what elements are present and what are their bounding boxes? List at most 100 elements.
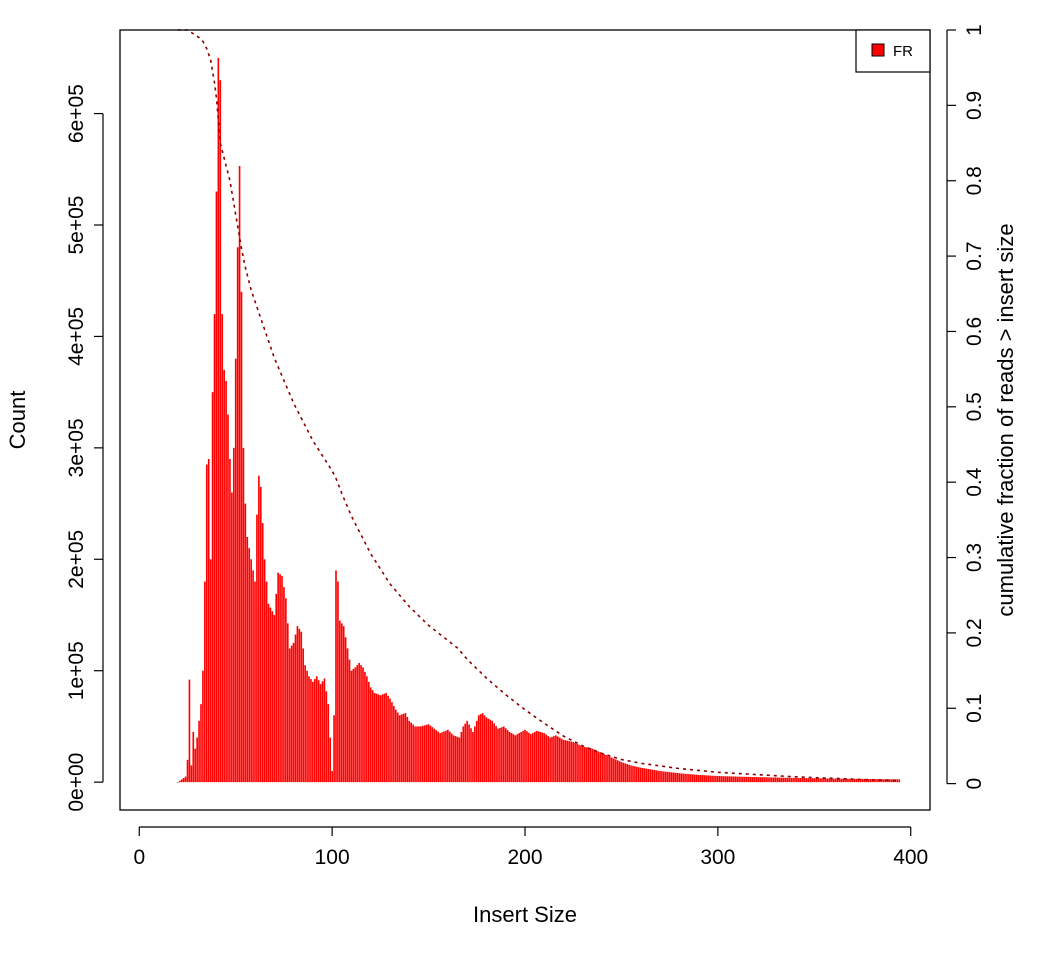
histogram-bar — [528, 732, 530, 783]
histogram-bar — [661, 771, 663, 783]
histogram-bar — [769, 777, 771, 783]
histogram-bar — [219, 80, 222, 783]
histogram-bar — [186, 759, 189, 783]
histogram-bar — [481, 713, 484, 783]
histogram-bar — [564, 740, 567, 783]
histogram-bar — [636, 766, 638, 783]
histogram-bar — [799, 778, 802, 783]
histogram-bar — [406, 716, 409, 783]
histogram-bar — [659, 771, 661, 783]
histogram-bar — [574, 742, 576, 783]
histogram-bar — [506, 730, 509, 783]
histogram-bar — [198, 720, 200, 783]
histogram-bar — [657, 770, 659, 783]
histogram-bar — [204, 581, 206, 783]
y-tick-label: 4e+05 — [65, 307, 88, 366]
histogram-bar — [298, 628, 301, 783]
histogram-bar — [508, 732, 511, 783]
histogram-bar — [265, 581, 268, 783]
histogram-bar — [637, 767, 640, 783]
histogram-bar — [433, 728, 436, 783]
histogram-bar — [740, 776, 742, 783]
histogram-bar — [811, 778, 814, 783]
histogram-bar — [231, 492, 233, 783]
histogram-bar — [693, 774, 696, 783]
histogram-bar — [755, 777, 758, 783]
histogram-bar — [211, 392, 214, 783]
histogram-bar — [688, 774, 690, 783]
histogram-bar — [832, 778, 835, 783]
histogram-bar — [578, 744, 580, 783]
histogram-bar — [229, 459, 231, 783]
histogram-bar — [867, 778, 870, 783]
histogram-bar — [258, 475, 260, 783]
histogram-bar — [404, 713, 407, 783]
x-tick-label: 400 — [893, 846, 928, 869]
histogram-bar — [801, 778, 804, 783]
histogram-bar — [821, 778, 823, 783]
histogram-bar — [221, 314, 224, 783]
histogram-bar — [200, 704, 202, 783]
histogram-bar — [354, 667, 357, 783]
histogram-bar — [429, 725, 432, 783]
histogram-bar — [682, 773, 684, 783]
histogram-bar — [304, 665, 306, 783]
histogram-bar — [612, 758, 615, 783]
histogram-bar — [369, 687, 372, 783]
histogram-bar — [709, 775, 711, 783]
histogram-bar — [188, 679, 191, 783]
histogram-bar — [290, 645, 293, 783]
histogram-bar — [713, 775, 715, 783]
histogram-bar — [310, 679, 312, 783]
legend-label-fr: FR — [893, 43, 913, 60]
histogram-bar — [234, 358, 237, 783]
histogram-bar — [761, 777, 764, 783]
histogram-bar — [572, 742, 575, 783]
histogram-bar — [445, 730, 447, 783]
histogram-bar — [410, 722, 413, 783]
histogram-bar — [601, 753, 603, 783]
histogram-bar — [792, 777, 794, 783]
histogram-bar — [236, 247, 239, 783]
histogram-bar — [259, 486, 262, 783]
histogram-bar — [699, 775, 702, 783]
histogram-bar — [558, 737, 561, 783]
histogram-bar — [535, 730, 538, 783]
histogram-bar — [348, 659, 351, 783]
histogram-bar — [489, 719, 492, 783]
histogram-bar — [653, 770, 656, 783]
cumulative-fraction-line — [177, 29, 900, 782]
histogram-bar — [620, 762, 623, 783]
histogram-bar — [763, 777, 765, 783]
histogram-bar — [703, 775, 706, 783]
histogram-bar — [888, 779, 891, 783]
histogram-bar — [745, 776, 748, 783]
histogram-bar — [798, 777, 800, 783]
histogram-bar — [531, 733, 534, 783]
histogram-bar — [720, 776, 723, 783]
histogram-bar — [487, 718, 490, 783]
histogram-bar — [666, 771, 669, 783]
histogram-bar — [823, 778, 825, 783]
histogram-bar — [707, 775, 710, 783]
histogram-bar — [880, 779, 883, 783]
histogram-bar — [196, 737, 198, 783]
histogram-bar — [194, 748, 197, 783]
histogram-bar — [394, 709, 397, 783]
histogram-bar — [786, 777, 789, 783]
histogram-bar — [684, 773, 686, 783]
histogram-bar — [225, 381, 227, 783]
histogram-bar — [522, 730, 524, 783]
histogram-bar — [690, 774, 692, 783]
histogram-bar — [738, 776, 740, 783]
histogram-bar — [717, 776, 719, 783]
histogram-bar — [418, 726, 420, 783]
histogram-bar — [825, 778, 827, 783]
histogram-bar — [605, 754, 607, 783]
histogram-bar — [244, 503, 247, 783]
histogram-bar — [450, 733, 453, 783]
histogram-bar — [207, 459, 210, 783]
histogram-bar — [180, 779, 183, 783]
histogram-bar — [213, 314, 216, 783]
histogram-bar — [610, 757, 613, 783]
